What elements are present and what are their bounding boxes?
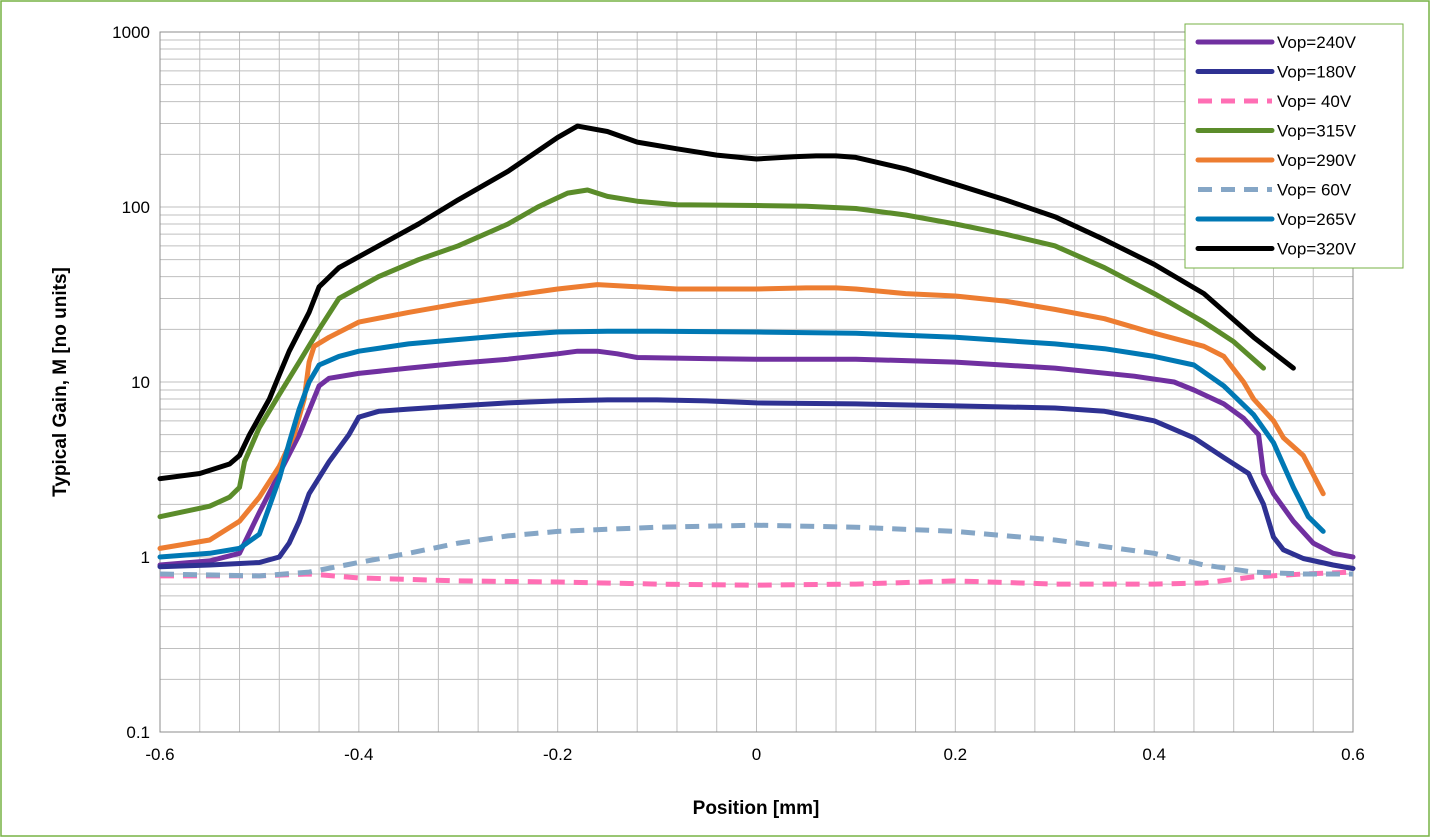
x-tick-label: 0.4: [1142, 745, 1166, 764]
x-axis-title: Position [mm]: [693, 798, 820, 819]
plot-grid: [160, 32, 1353, 732]
x-tick-label: 0: [752, 745, 761, 764]
y-tick-label: 10: [131, 373, 150, 392]
legend-label: Vop=180V: [1277, 63, 1357, 82]
y-tick-label: 1: [141, 548, 150, 567]
x-tick-label: 0.2: [944, 745, 968, 764]
legend-label: Vop=290V: [1277, 151, 1357, 170]
series-line: [157, 187, 1266, 520]
legend-label: Vop= 60V: [1277, 181, 1352, 200]
legend-label: Vop=320V: [1277, 240, 1357, 259]
series-line: [157, 328, 1326, 560]
axis-ticks: -0.6 -0.4 -0.2 0 0.2 0.4 0.6 0.1 1 10 100 1000: [112, 23, 1365, 764]
y-tick-label: 1000: [112, 23, 150, 42]
x-tick-label: -0.2: [543, 745, 572, 764]
legend: Vop=240V Vop=180V Vop= 40V Vop=315V Vop=290V…: [1184, 23, 1404, 269]
series-line: [157, 397, 1356, 571]
series-line: [157, 123, 1296, 482]
plot-area: [159, 31, 1354, 733]
x-tick-label: 0.6: [1341, 745, 1365, 764]
series-line: [160, 569, 1354, 588]
x-tick-label: -0.6: [145, 745, 174, 764]
legend-label: Vop= 40V: [1277, 92, 1352, 111]
legend-label: Vop=315V: [1277, 122, 1357, 141]
legend-label: Vop=240V: [1277, 33, 1357, 52]
series-line: [157, 348, 1356, 568]
legend-box: [1184, 23, 1404, 269]
series-line: [159, 522, 1353, 579]
y-tick-label: 100: [122, 198, 150, 217]
legend-label: Vop=265V: [1277, 210, 1357, 229]
x-tick-label: -0.4: [344, 745, 373, 764]
series-lines: [157, 123, 1356, 588]
y-axis-title: Typical Gain, M [no units]: [50, 267, 71, 497]
y-tick-label: 0.1: [126, 723, 150, 742]
